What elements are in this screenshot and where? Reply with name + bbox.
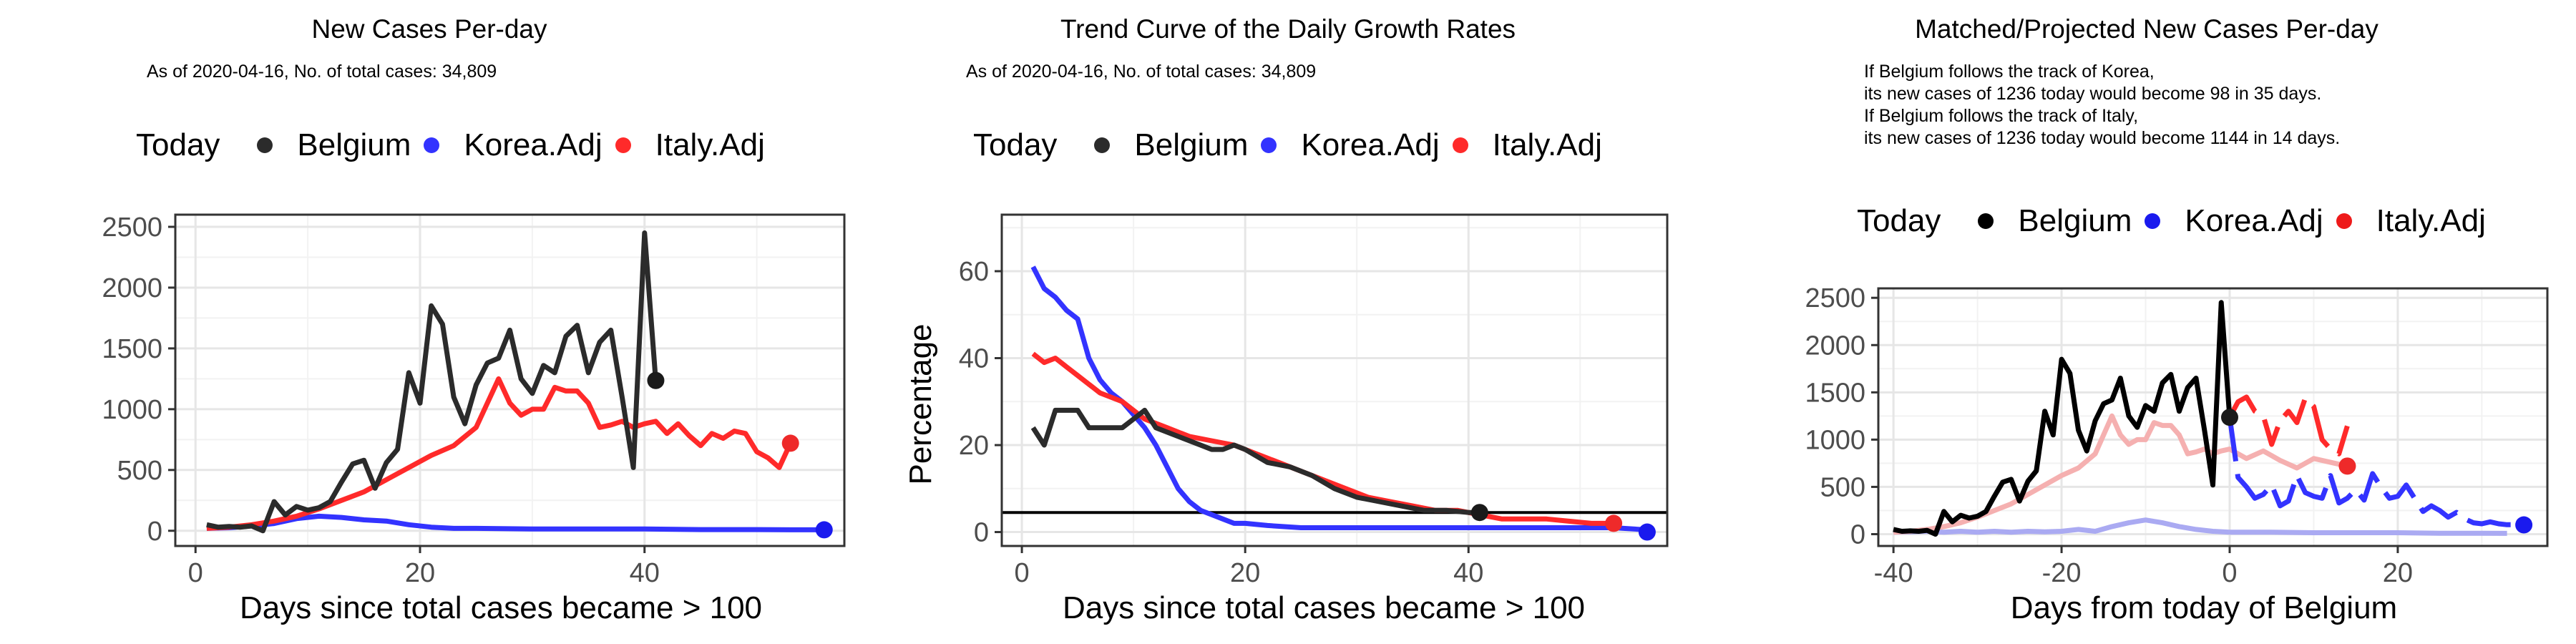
x-axis-label: Days from today of Belgium [2010, 590, 2398, 625]
series-line-belgium [1893, 300, 2233, 537]
x-tick-label: 0 [1015, 558, 1030, 588]
legend-label-belgium: Belgium [297, 127, 411, 162]
legend-label-belgium: Belgium [2018, 203, 2132, 238]
series-line-italy [1893, 413, 2348, 535]
series-line-belgium [1030, 407, 1480, 515]
series-line-italy [206, 376, 793, 531]
today-point-korea [1638, 523, 1656, 541]
y-tick-label: 500 [1820, 472, 1865, 502]
legend-title: Today [1857, 203, 1941, 238]
y-tick-label: 20 [959, 431, 989, 461]
chart-panel-1: New Cases Per-day As of 2020-04-16, No. … [0, 0, 859, 644]
x-tick-label: 0 [188, 558, 203, 588]
y-tick-label: 1000 [1805, 425, 1865, 455]
legend-key-italy [2336, 213, 2352, 229]
x-tick-label: -40 [1874, 558, 1913, 588]
legend-key-korea [2145, 213, 2161, 229]
projection-line-korea [2227, 416, 2524, 527]
legend-key-belgium [1978, 213, 1994, 229]
legend-label-belgium: Belgium [1134, 127, 1249, 162]
legend-key-belgium [257, 137, 273, 153]
today-point-belgium [647, 371, 665, 389]
series-line-korea [206, 513, 824, 532]
today-point-italy [2338, 457, 2356, 475]
x-tick-label: 40 [630, 558, 660, 588]
chart-title: Trend Curve of the Daily Growth Rates [1060, 14, 1516, 44]
y-tick-label: 500 [117, 456, 162, 486]
chart-panel-3: Matched/Projected New Cases Per-day If B… [1717, 0, 2576, 644]
y-tick-label: 2000 [1805, 331, 1865, 361]
x-tick-label: 20 [2383, 558, 2413, 588]
x-axis-label: Days since total cases became > 100 [239, 590, 763, 625]
legend-title: Today [136, 127, 220, 162]
y-tick-label: 1500 [1805, 378, 1865, 408]
series-line-korea [1893, 517, 2507, 536]
legend-key-italy [615, 137, 631, 153]
projection-line-italy [2227, 394, 2350, 457]
legend-key-korea [1261, 137, 1277, 153]
legend: Today Belgium Korea.Adj Italy.Adj [136, 127, 765, 163]
plot-area: 0 20 40 0 500 1000 1500 2000 2500 [102, 213, 846, 588]
chart-subtitle: As of 2020-04-16, No. of total cases: 34… [147, 62, 497, 82]
plot-area: -40 -20 0 20 0 500 1000 1500 2000 2500 [1805, 283, 2549, 588]
legend-label-italy: Italy.Adj [1492, 127, 1602, 162]
x-tick-label: 20 [1230, 558, 1260, 588]
y-axis-label: Percentage [903, 323, 938, 485]
subtitle-line: its new cases of 1236 today would become… [1864, 84, 2322, 104]
subtitle-line: If Belgium follows the track of Korea, [1864, 62, 2155, 82]
subtitle-line: its new cases of 1236 today would become… [1864, 128, 2341, 148]
legend-label-korea: Korea.Adj [464, 127, 602, 162]
legend-title: Today [973, 127, 1058, 162]
x-tick-label: 40 [1453, 558, 1483, 588]
panel-border [1000, 213, 1669, 547]
legend-label-korea: Korea.Adj [1301, 127, 1440, 162]
chart-title: Matched/Projected New Cases Per-day [1915, 14, 2379, 44]
legend-label-italy: Italy.Adj [2376, 203, 2486, 238]
y-tick-label: 60 [959, 257, 989, 287]
today-point-belgium [2220, 409, 2238, 426]
legend-key-italy [1452, 137, 1468, 153]
legend: Today Belgium Korea.Adj Italy.Adj [1857, 203, 2486, 239]
today-point-italy [781, 434, 799, 452]
x-tick-label: -20 [2042, 558, 2082, 588]
legend-label-italy: Italy.Adj [655, 127, 765, 162]
y-tick-label: 1500 [102, 334, 162, 364]
legend-label-korea: Korea.Adj [2185, 203, 2323, 238]
y-tick-label: 2000 [102, 273, 162, 303]
series-line-korea [1030, 265, 1648, 532]
series-line-belgium [206, 230, 658, 534]
y-tick-label: 2500 [102, 213, 162, 243]
today-point-korea [815, 521, 833, 539]
plot-area: 0 20 40 0 20 40 60 [959, 213, 1669, 588]
x-axis-label: Days since total cases became > 100 [1062, 590, 1586, 625]
x-tick-label: 0 [2222, 558, 2237, 588]
y-tick-label: 2500 [1805, 283, 1865, 313]
legend: Today Belgium Korea.Adj Italy.Adj [973, 127, 1602, 163]
x-tick-label: 20 [405, 558, 435, 588]
today-point-korea [2515, 516, 2533, 534]
chart-panel-2: Trend Curve of the Daily Growth Rates As… [859, 0, 1717, 644]
chart-subtitle-block: If Belgium follows the track of Korea, i… [1864, 61, 2340, 150]
y-tick-label: 40 [959, 344, 989, 374]
panel-border [174, 213, 846, 547]
chart-subtitle: As of 2020-04-16, No. of total cases: 34… [966, 62, 1317, 82]
subtitle-line: If Belgium follows the track of Italy, [1864, 106, 2139, 126]
today-point-italy [1605, 514, 1623, 532]
legend-key-korea [424, 137, 440, 153]
series-line-italy [1031, 351, 1614, 526]
y-tick-label: 0 [147, 517, 162, 547]
panel-border [1877, 287, 2549, 547]
legend-key-belgium [1094, 137, 1111, 153]
y-tick-label: 0 [974, 518, 989, 548]
chart-title: New Cases Per-day [311, 14, 547, 44]
today-point-belgium [1470, 504, 1488, 522]
y-tick-label: 0 [1850, 519, 1865, 550]
y-tick-label: 1000 [102, 395, 162, 425]
